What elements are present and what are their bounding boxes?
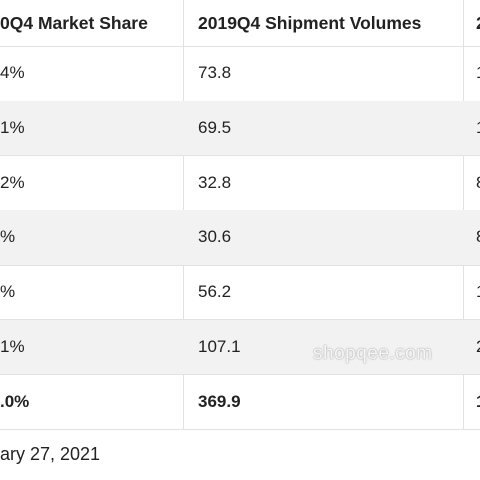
- cell: 1: [476, 46, 480, 101]
- cell: 1: [476, 374, 480, 429]
- cell: 0Q4 Market Share: [0, 12, 148, 33]
- cell: 2%: [0, 172, 25, 192]
- cell: 1: [476, 265, 480, 320]
- cell: 8: [476, 210, 480, 265]
- cell: 369.9: [198, 391, 241, 411]
- cell: 73.8: [198, 63, 232, 83]
- data-row: 1% 69.5 1: [0, 100, 480, 157]
- cell: 107.1: [198, 336, 241, 356]
- cell: 2019Q4 Shipment Volumes: [198, 12, 422, 33]
- cell: 56.2: [198, 282, 232, 302]
- cell: 1: [476, 101, 480, 156]
- cell: .0%: [0, 391, 30, 411]
- cell: 4%: [0, 63, 25, 83]
- header-row: 0Q4 Market Share 2019Q4 Shipment Volumes 2: [0, 0, 480, 47]
- cell: 2: [476, 0, 480, 46]
- cell: 30.6: [198, 227, 232, 247]
- cell: 1%: [0, 118, 25, 138]
- cell: 8: [476, 155, 480, 210]
- data-row: % 30.6 8: [0, 210, 480, 266]
- data-row: 1% 107.1 2: [0, 319, 480, 376]
- data-row: 4% 73.8 1: [0, 46, 480, 102]
- cell: 1%: [0, 336, 25, 356]
- cell: %: [0, 227, 16, 247]
- footer-date: ary 27, 2021: [0, 444, 101, 464]
- data-row: % 56.2 1: [0, 265, 480, 321]
- cell: 2: [476, 320, 480, 375]
- data-row: 2% 32.8 8: [0, 155, 480, 212]
- cell: 69.5: [198, 118, 232, 138]
- cell: %: [0, 282, 16, 302]
- cell: 32.8: [198, 172, 232, 192]
- watermark: shopqee.com: [313, 343, 433, 364]
- total-row: .0% 369.9 1: [0, 374, 480, 430]
